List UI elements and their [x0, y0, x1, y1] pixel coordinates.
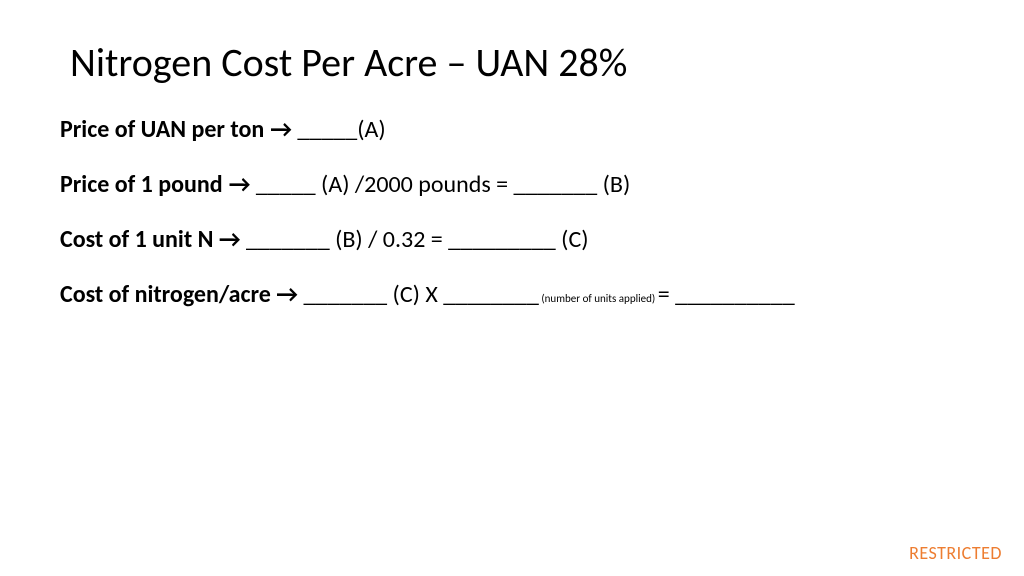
rest-cost-unit-n: _______ (B) / 0.32 = _________ (C) [241, 225, 589, 254]
page-title: Nitrogen Cost Per Acre – UAN 28% [70, 38, 964, 87]
classification-label: RESTRICTED [909, 542, 1002, 564]
label-cost-unit-n: Cost of 1 unit N [60, 225, 219, 254]
rest-cost-per-acre-a: _______ (C) X ________ [298, 280, 539, 309]
rest-price-per-pound: _____ (A) /2000 pounds = _______ (B) [250, 170, 630, 199]
note-units-applied: (number of units applied) [539, 292, 658, 305]
label-price-per-ton: Price of UAN per ton [60, 115, 264, 144]
slide-body: Nitrogen Cost Per Acre – UAN 28% Price o… [0, 0, 1024, 309]
rest-cost-per-acre-b: = __________ [658, 280, 795, 309]
line-price-per-pound: Price of 1 pound→ _____ (A) /2000 pounds… [60, 170, 964, 199]
rest-price-per-ton: _____(A) [292, 115, 386, 144]
arrow-icon: → [270, 115, 292, 144]
label-price-per-pound: Price of 1 pound [60, 170, 223, 199]
line-price-per-ton: Price of UAN per ton→ _____(A) [60, 115, 964, 144]
arrow-icon: → [229, 170, 251, 199]
label-cost-per-acre: Cost of nitrogen/acre [60, 280, 276, 309]
line-cost-unit-n: Cost of 1 unit N → _______ (B) / 0.32 = … [60, 225, 964, 254]
line-cost-per-acre: Cost of nitrogen/acre → _______ (C) X __… [60, 280, 964, 309]
arrow-icon: → [276, 280, 298, 309]
arrow-icon: → [219, 225, 241, 254]
